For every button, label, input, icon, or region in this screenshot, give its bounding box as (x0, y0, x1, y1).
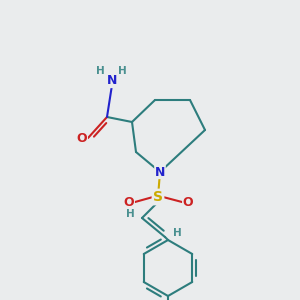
Text: H: H (172, 228, 182, 238)
Text: H: H (126, 209, 134, 219)
Text: H: H (96, 66, 104, 76)
Text: H: H (118, 66, 126, 76)
Text: O: O (183, 196, 193, 208)
Text: O: O (124, 196, 134, 208)
Text: O: O (77, 131, 87, 145)
Text: N: N (107, 74, 117, 88)
Text: N: N (155, 166, 165, 178)
Text: S: S (153, 190, 163, 204)
